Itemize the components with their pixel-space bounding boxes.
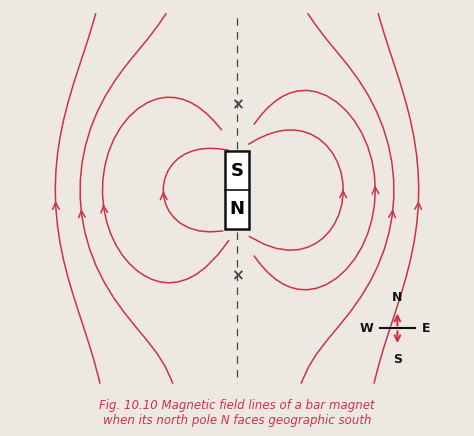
Text: ×: × <box>231 268 243 283</box>
FancyArrowPatch shape <box>389 211 395 218</box>
FancyArrowPatch shape <box>53 203 59 209</box>
FancyArrowPatch shape <box>415 203 421 209</box>
FancyArrowPatch shape <box>101 205 108 213</box>
Text: W: W <box>359 322 373 335</box>
Bar <box>225 151 249 229</box>
Text: N: N <box>229 201 245 218</box>
FancyArrowPatch shape <box>160 192 167 200</box>
Text: ×: × <box>231 97 243 112</box>
Text: S: S <box>230 162 244 180</box>
Text: N: N <box>392 291 402 304</box>
FancyArrowPatch shape <box>372 187 379 194</box>
Text: E: E <box>422 322 430 335</box>
Text: S: S <box>393 353 402 366</box>
Text: Fig. 10.10 Magnetic field lines of a bar magnet
when its north pole N faces geog: Fig. 10.10 Magnetic field lines of a bar… <box>99 399 375 427</box>
FancyArrowPatch shape <box>79 211 85 218</box>
FancyArrowPatch shape <box>340 191 346 198</box>
